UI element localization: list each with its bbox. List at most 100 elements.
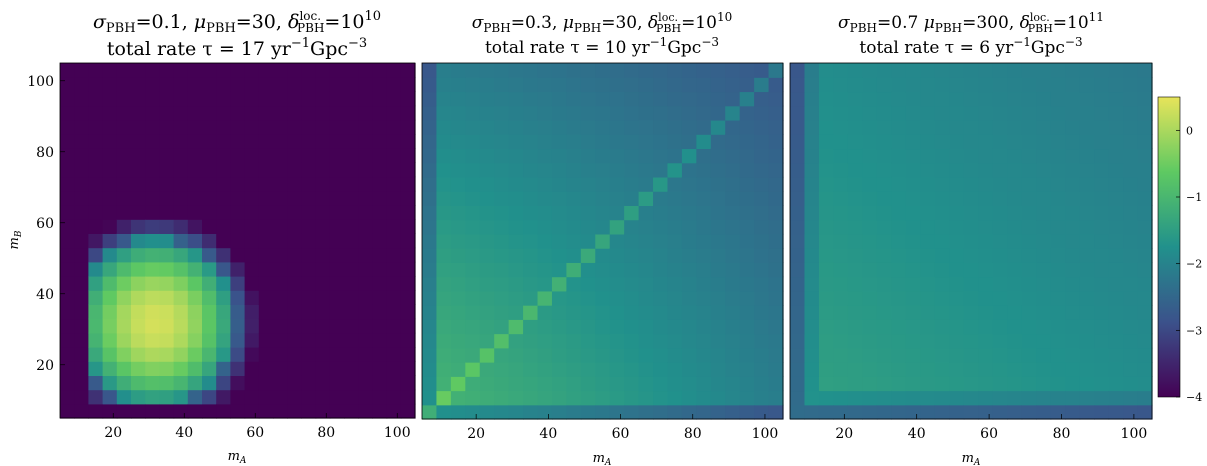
heatmap-cell	[819, 106, 834, 121]
heatmap-cell	[725, 106, 740, 121]
heatmap-cell	[159, 276, 174, 291]
heatmap-cell	[790, 291, 805, 306]
heatmap-cell	[978, 191, 993, 206]
heatmap-cell	[711, 77, 726, 92]
heatmap-cell	[790, 134, 805, 149]
heatmap-cell	[769, 277, 784, 292]
heatmap-cell	[316, 390, 331, 405]
heatmap-cell	[906, 77, 921, 92]
heatmap-cell	[523, 405, 538, 420]
heatmap-cell	[117, 191, 132, 206]
heatmap-cell	[422, 277, 437, 292]
heatmap-cell	[1065, 91, 1080, 106]
heatmap-cell	[1138, 106, 1153, 121]
heatmap-cell	[877, 405, 892, 420]
heatmap-cell	[1109, 77, 1124, 92]
heatmap-cell	[1065, 291, 1080, 306]
heatmap-cell	[103, 333, 118, 348]
heatmap-cell	[1007, 248, 1022, 263]
heatmap-cell	[202, 77, 217, 92]
heatmap-cell	[1036, 405, 1051, 420]
heatmap-cell	[848, 248, 863, 263]
heatmap-cell	[216, 120, 231, 135]
heatmap-cell	[88, 106, 103, 121]
heatmap-cell	[372, 375, 387, 390]
heatmap-cell	[401, 404, 416, 419]
heatmap-cell	[117, 262, 132, 277]
heatmap-cell	[790, 305, 805, 320]
heatmap-cell	[1022, 248, 1037, 263]
heatmap-cell	[159, 290, 174, 305]
heatmap-cell	[862, 205, 877, 220]
heatmap-cell	[401, 120, 416, 135]
heatmap-cell	[358, 304, 373, 319]
heatmap-cell	[711, 291, 726, 306]
heatmap-cell	[509, 391, 524, 406]
heatmap-cell	[1109, 305, 1124, 320]
heatmap-cell	[1080, 376, 1095, 391]
heatmap-cell	[552, 334, 567, 349]
heatmap-cell	[740, 120, 755, 135]
heatmap-cell	[216, 347, 231, 362]
heatmap-cell	[667, 262, 682, 277]
heatmap-cell	[117, 347, 132, 362]
heatmap-cell	[964, 77, 979, 92]
heatmap-cell	[819, 334, 834, 349]
heatmap-cell	[1036, 277, 1051, 292]
heatmap-cell	[725, 405, 740, 420]
heatmap-cell	[451, 191, 466, 206]
heatmap-cell	[891, 148, 906, 163]
heatmap-cell	[1094, 106, 1109, 121]
heatmap-cell	[480, 291, 495, 306]
heatmap-cell	[624, 205, 639, 220]
heatmap-cell	[949, 220, 964, 235]
heatmap-cell	[610, 77, 625, 92]
rate-text: total rate τ = 17 yr	[107, 38, 292, 60]
mu-value: =30,	[601, 13, 642, 33]
heatmap-cell	[949, 191, 964, 206]
heatmap-cell	[624, 120, 639, 135]
heatmap-cell	[1123, 91, 1138, 106]
heatmap-cell	[358, 134, 373, 149]
heatmap-cell	[494, 262, 509, 277]
heatmap-cell	[480, 362, 495, 377]
heatmap-cell	[624, 234, 639, 249]
heatmap-cell	[610, 248, 625, 263]
heatmap-cell	[1094, 63, 1109, 78]
heatmap-cell	[131, 134, 146, 149]
heatmap-cell	[552, 405, 567, 420]
heatmap-cell	[696, 205, 711, 220]
heatmap-cell	[88, 248, 103, 263]
heatmap-cell	[216, 162, 231, 177]
heatmap-cell	[88, 375, 103, 390]
heatmap-cell	[259, 290, 274, 305]
heatmap-cell	[978, 63, 993, 78]
heatmap-cell	[1036, 106, 1051, 121]
heatmap-cell	[245, 148, 260, 163]
heatmap-cell	[74, 233, 89, 248]
heatmap-cell	[480, 134, 495, 149]
heatmap-cell	[436, 362, 451, 377]
heatmap-cell	[833, 91, 848, 106]
heatmap-cell	[1065, 191, 1080, 206]
heatmap-cell	[451, 106, 466, 121]
heatmap-cell	[920, 362, 935, 377]
heatmap-cell	[216, 91, 231, 106]
heatmap-cell	[790, 405, 805, 420]
heatmap-cell	[1065, 205, 1080, 220]
heatmap-cell	[581, 291, 596, 306]
heatmap-cell	[1109, 220, 1124, 235]
heatmap-cell	[494, 106, 509, 121]
heatmap-cell	[581, 163, 596, 178]
heatmap-cell	[88, 91, 103, 106]
heatmap-cell	[88, 333, 103, 348]
heatmap-cell	[1109, 262, 1124, 277]
heatmap-cell	[920, 77, 935, 92]
delta-exponent: 10	[717, 10, 732, 24]
heatmap-cell	[754, 205, 769, 220]
heatmap-cell	[159, 63, 174, 78]
heatmap-cell	[330, 262, 345, 277]
heatmap-cell	[273, 333, 288, 348]
heatmap-cell	[422, 205, 437, 220]
heatmap-cell	[117, 134, 132, 149]
